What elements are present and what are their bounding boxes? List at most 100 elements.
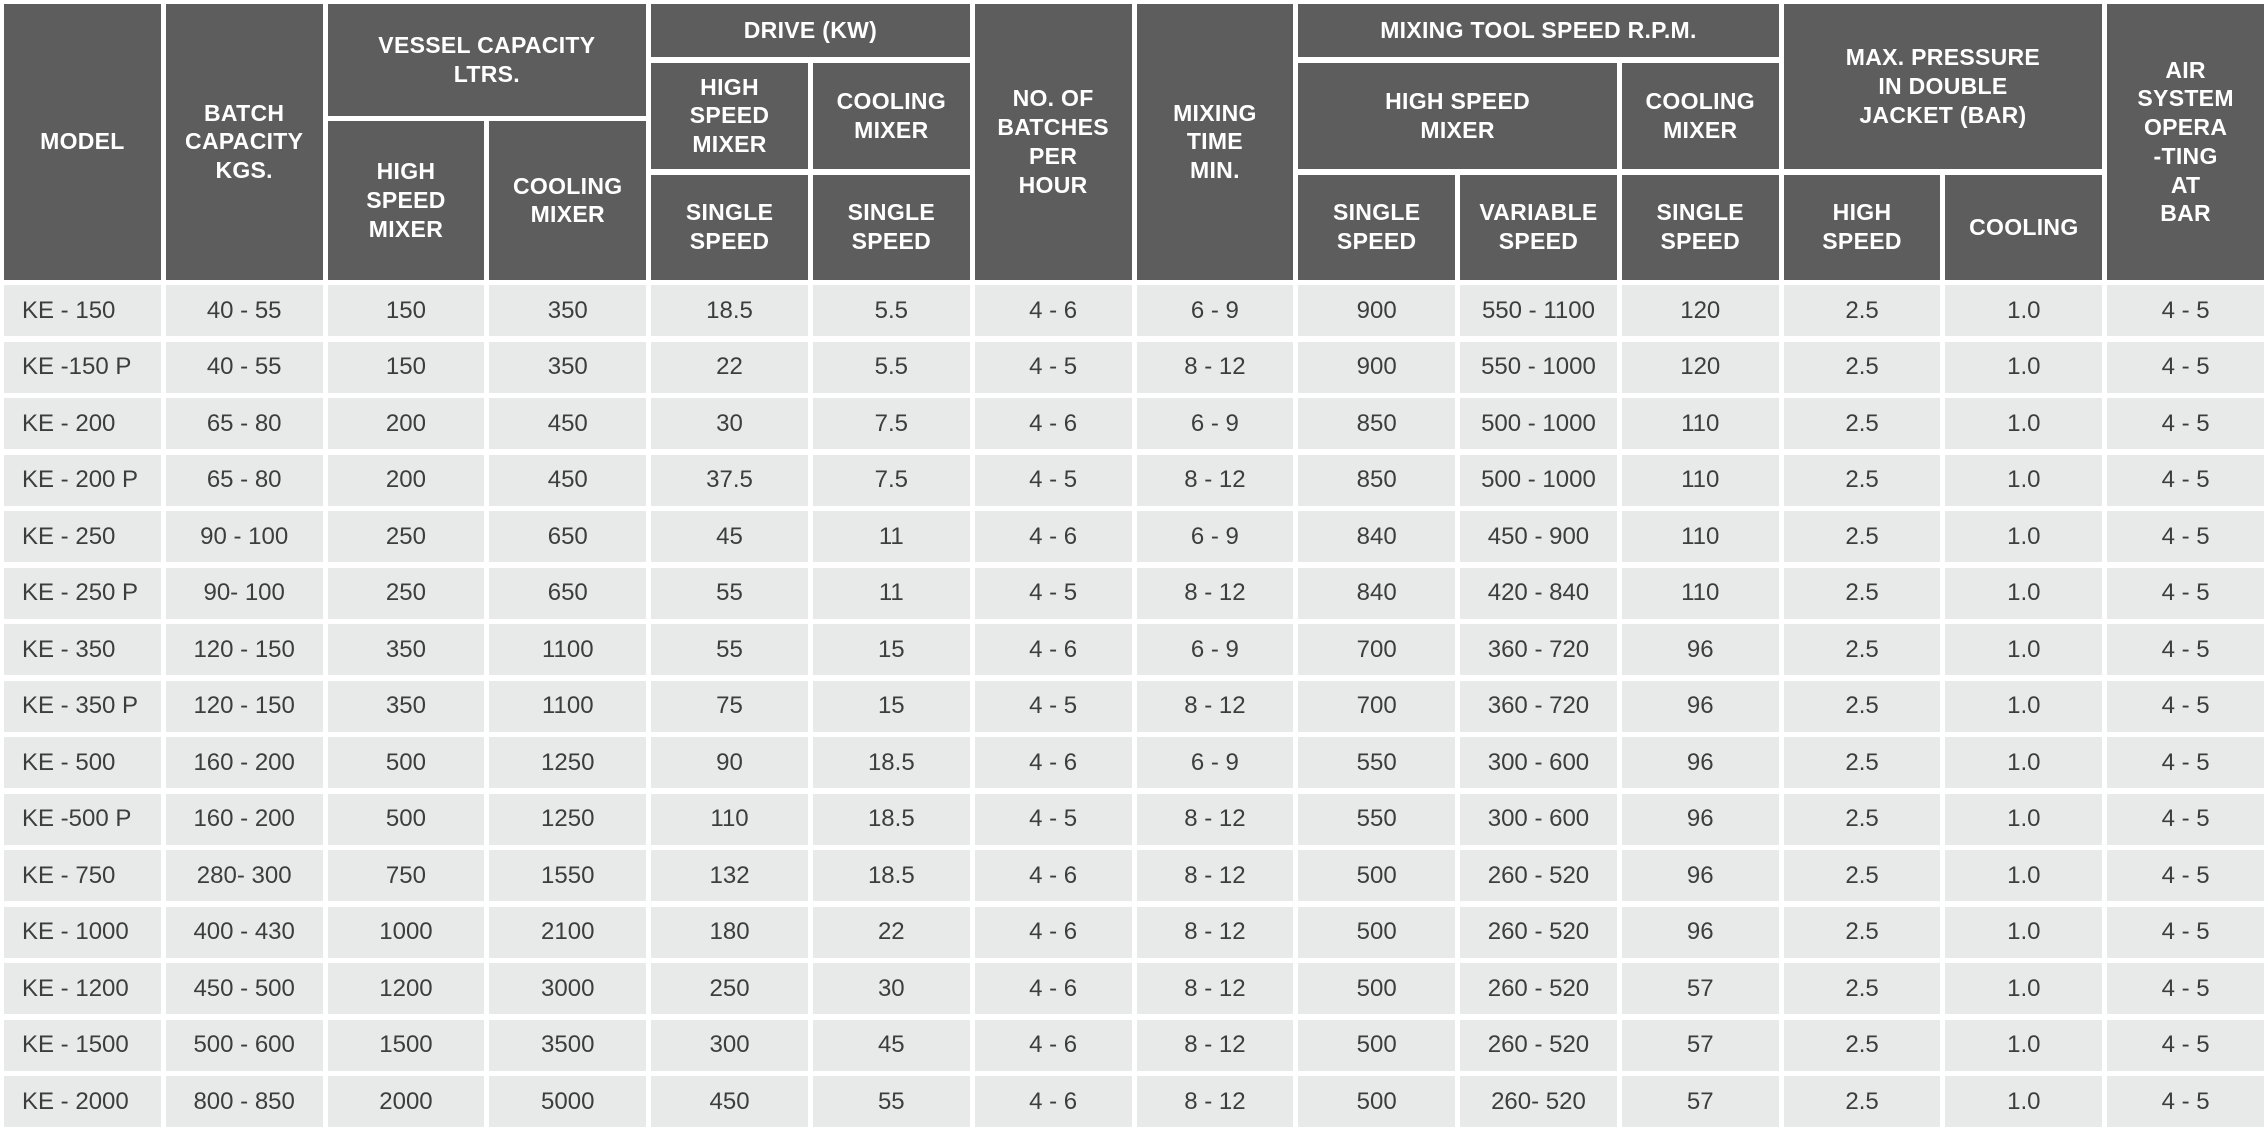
table-cell: 4 - 5 bbox=[2107, 850, 2264, 901]
table-cell: 30 bbox=[812, 963, 970, 1014]
header-pressure-high-speed: HIGH SPEED bbox=[1783, 174, 1941, 280]
table-cell: 2.5 bbox=[1783, 398, 1941, 449]
table-cell: 250 bbox=[327, 567, 485, 619]
table-cell: 75 bbox=[651, 680, 808, 732]
table-cell: 57 bbox=[1621, 1076, 1779, 1127]
table-cell: 40 - 55 bbox=[165, 341, 323, 393]
table-cell: 4 - 5 bbox=[2107, 963, 2264, 1014]
table-cell: 400 - 430 bbox=[165, 906, 323, 958]
table-cell: 4 - 6 bbox=[974, 906, 1132, 958]
table-cell: 4 - 6 bbox=[974, 737, 1132, 788]
table-cell: 500 bbox=[1298, 1019, 1456, 1071]
table-cell: 45 bbox=[812, 1019, 970, 1071]
model-cell: KE - 150 bbox=[4, 285, 161, 336]
table-cell: 1.0 bbox=[1945, 285, 2103, 336]
table-cell: 1.0 bbox=[1945, 1076, 2103, 1127]
table-cell: 200 bbox=[327, 454, 485, 506]
table-cell: 6 - 9 bbox=[1136, 624, 1294, 675]
table-cell: 1.0 bbox=[1945, 454, 2103, 506]
model-cell: KE - 500 bbox=[4, 737, 161, 788]
table-cell: 2.5 bbox=[1783, 1019, 1941, 1071]
table-cell: 250 bbox=[651, 963, 808, 1014]
model-cell: KE - 350 P bbox=[4, 680, 161, 732]
table-cell: 2.5 bbox=[1783, 341, 1941, 393]
table-cell: 8 - 12 bbox=[1136, 454, 1294, 506]
table-cell: 2.5 bbox=[1783, 1076, 1941, 1127]
table-cell: 450 - 900 bbox=[1460, 511, 1617, 562]
table-cell: 15 bbox=[812, 624, 970, 675]
table-cell: 132 bbox=[651, 850, 808, 901]
table-cell: 8 - 12 bbox=[1136, 793, 1294, 845]
table-cell: 500 - 1000 bbox=[1460, 398, 1617, 449]
table-cell: 1.0 bbox=[1945, 737, 2103, 788]
table-cell: 350 bbox=[489, 341, 647, 393]
table-cell: 900 bbox=[1298, 285, 1456, 336]
header-air-system: AIR SYSTEM OPERA -TING AT BAR bbox=[2107, 4, 2264, 280]
table-cell: 2.5 bbox=[1783, 567, 1941, 619]
table-cell: 650 bbox=[489, 511, 647, 562]
table-cell: 550 bbox=[1298, 737, 1456, 788]
table-cell: 260 - 520 bbox=[1460, 906, 1617, 958]
table-cell: 5000 bbox=[489, 1076, 647, 1127]
header-drive-high-speed-mixer: HIGH SPEED MIXER bbox=[651, 62, 808, 169]
table-cell: 8 - 12 bbox=[1136, 1076, 1294, 1127]
table-cell: 2.5 bbox=[1783, 454, 1941, 506]
table-cell: 120 bbox=[1621, 285, 1779, 336]
header-model: MODEL bbox=[4, 4, 161, 280]
table-cell: 2.5 bbox=[1783, 511, 1941, 562]
table-cell: 150 bbox=[327, 285, 485, 336]
table-cell: 96 bbox=[1621, 737, 1779, 788]
header-mts-single-speed: SINGLE SPEED bbox=[1298, 174, 1456, 280]
table-cell: 4 - 6 bbox=[974, 963, 1132, 1014]
table-cell: 700 bbox=[1298, 624, 1456, 675]
table-cell: 18.5 bbox=[812, 793, 970, 845]
table-cell: 550 bbox=[1298, 793, 1456, 845]
table-cell: 18.5 bbox=[812, 737, 970, 788]
header-drive-high-speed-single-speed: SINGLE SPEED bbox=[651, 174, 808, 280]
table-cell: 250 bbox=[327, 511, 485, 562]
table-cell: 2.5 bbox=[1783, 680, 1941, 732]
table-cell: 18.5 bbox=[812, 850, 970, 901]
table-cell: 8 - 12 bbox=[1136, 341, 1294, 393]
table-cell: 57 bbox=[1621, 1019, 1779, 1071]
table-cell: 1.0 bbox=[1945, 793, 2103, 845]
table-cell: 55 bbox=[651, 567, 808, 619]
table-cell: 4 - 5 bbox=[974, 793, 1132, 845]
table-cell: 6 - 9 bbox=[1136, 285, 1294, 336]
header-mts-cooling-single-speed: SINGLE SPEED bbox=[1621, 174, 1779, 280]
table-cell: 350 bbox=[327, 624, 485, 675]
table-cell: 96 bbox=[1621, 793, 1779, 845]
table-cell: 2000 bbox=[327, 1076, 485, 1127]
table-cell: 2.5 bbox=[1783, 624, 1941, 675]
table-cell: 4 - 6 bbox=[974, 1076, 1132, 1127]
table-cell: 120 - 150 bbox=[165, 624, 323, 675]
table-cell: 4 - 5 bbox=[2107, 793, 2264, 845]
header-vessel-high-speed-mixer: HIGH SPEED MIXER bbox=[327, 121, 485, 280]
table-cell: 110 bbox=[651, 793, 808, 845]
table-cell: 4 - 5 bbox=[2107, 398, 2264, 449]
model-cell: KE - 200 bbox=[4, 398, 161, 449]
table-cell: 4 - 5 bbox=[974, 680, 1132, 732]
table-cell: 110 bbox=[1621, 398, 1779, 449]
table-cell: 750 bbox=[327, 850, 485, 901]
table-cell: 4 - 5 bbox=[2107, 511, 2264, 562]
table-cell: 1.0 bbox=[1945, 680, 2103, 732]
table-cell: 8 - 12 bbox=[1136, 963, 1294, 1014]
table-cell: 110 bbox=[1621, 454, 1779, 506]
table-cell: 8 - 12 bbox=[1136, 906, 1294, 958]
header-batch-capacity: BATCH CAPACITY KGS. bbox=[165, 4, 323, 280]
table-cell: 1200 bbox=[327, 963, 485, 1014]
table-cell: 450 bbox=[651, 1076, 808, 1127]
table-cell: 360 - 720 bbox=[1460, 624, 1617, 675]
table-cell: 120 bbox=[1621, 341, 1779, 393]
table-cell: 2.5 bbox=[1783, 737, 1941, 788]
table-cell: 4 - 6 bbox=[974, 850, 1132, 901]
table-cell: 65 - 80 bbox=[165, 398, 323, 449]
model-cell: KE - 200 P bbox=[4, 454, 161, 506]
table-cell: 110 bbox=[1621, 511, 1779, 562]
table-cell: 300 - 600 bbox=[1460, 737, 1617, 788]
table-cell: 4 - 5 bbox=[2107, 1019, 2264, 1071]
table-cell: 500 bbox=[1298, 850, 1456, 901]
table-cell: 4 - 5 bbox=[974, 454, 1132, 506]
table-cell: 1100 bbox=[489, 680, 647, 732]
